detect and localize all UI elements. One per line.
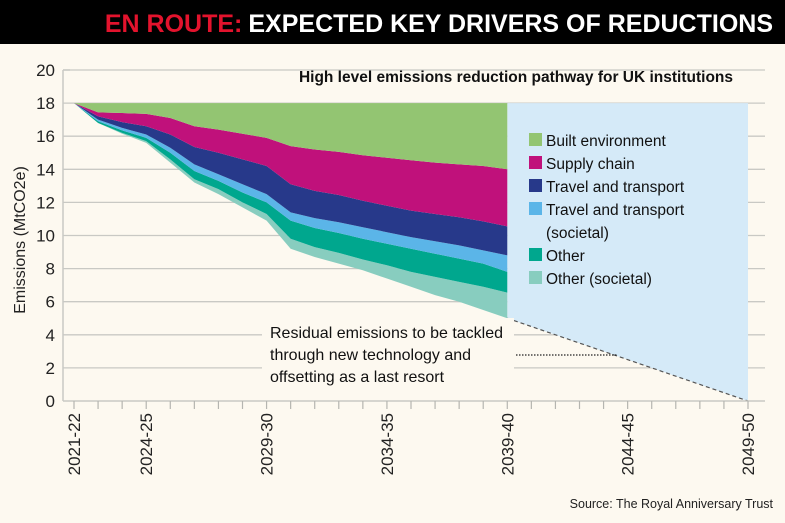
area-travel-and-transport-societal [74,103,508,272]
legend-swatch [529,133,542,146]
y-tick-label: 12 [36,193,55,212]
y-tick-label: 4 [46,326,55,345]
legend-swatch [529,248,542,261]
y-tick-label: 14 [36,160,55,179]
y-tick-label: 2 [46,359,55,378]
legend-label: Other [546,248,585,265]
annotation-line: through new technology and [270,347,471,364]
legend-swatch [529,179,542,192]
area-other [74,103,508,293]
x-tick-label: 2039-40 [498,413,517,475]
source-note: Source: The Royal Anniversary Trust [570,497,774,511]
y-tick-label: 18 [36,94,55,113]
y-tick-label: 8 [46,260,55,279]
annotation-background [262,318,514,390]
axes: 0 2 4 6 8 10 12 14 16 18 20 2021-22 2024-25 2029-30 20… [36,61,765,475]
annotation-line: offsetting as a last resort [270,369,445,386]
y-tick-label: 10 [36,227,55,246]
area-built-environment [74,103,508,170]
header-title: EN ROUTE: EXPECTED KEY DRIVERS OF REDUCTI… [105,10,773,38]
y-tick-label: 20 [36,61,55,80]
y-axis-label: Emissions (MtCO2e) [12,166,29,314]
area-supply-chain [74,103,508,227]
legend-swatch [529,202,542,215]
y-tick-label: 0 [46,392,55,411]
x-tick-label: 2044-45 [619,413,638,475]
projection-region [507,103,748,401]
legend-label: (societal) [546,225,609,242]
legend-label: Supply chain [546,156,635,173]
x-tick-label: 2049-50 [739,413,758,475]
projection-dashed-line [507,317,749,402]
legend: Built environment Supply chain Travel and … [529,133,685,288]
area-other-societal [74,103,508,319]
area-travel-and-transport [74,103,508,256]
legend-label: Built environment [546,133,666,150]
projection-area [507,103,748,401]
header-bar [0,0,785,44]
legend-label: Travel and transport [546,202,685,219]
legend-label: Travel and transport [546,179,685,196]
residual-annotation: Residual emissions to be tackled through … [262,318,618,390]
x-tick-label: 2021-22 [65,413,84,475]
stacked-areas [74,103,749,402]
legend-swatch [529,271,542,284]
x-tick-label: 2024-25 [137,413,156,475]
y-tick-label: 16 [36,127,55,146]
y-tick-label: 6 [46,293,55,312]
annotation-line: Residual emissions to be tackled [270,325,503,342]
legend-label: Other (societal) [546,271,652,288]
chart-title: High level emissions reduction pathway f… [299,69,733,86]
x-tick-label: 2029-30 [258,413,277,475]
legend-swatch [529,156,542,169]
x-tick-label: 2034-35 [378,413,397,475]
